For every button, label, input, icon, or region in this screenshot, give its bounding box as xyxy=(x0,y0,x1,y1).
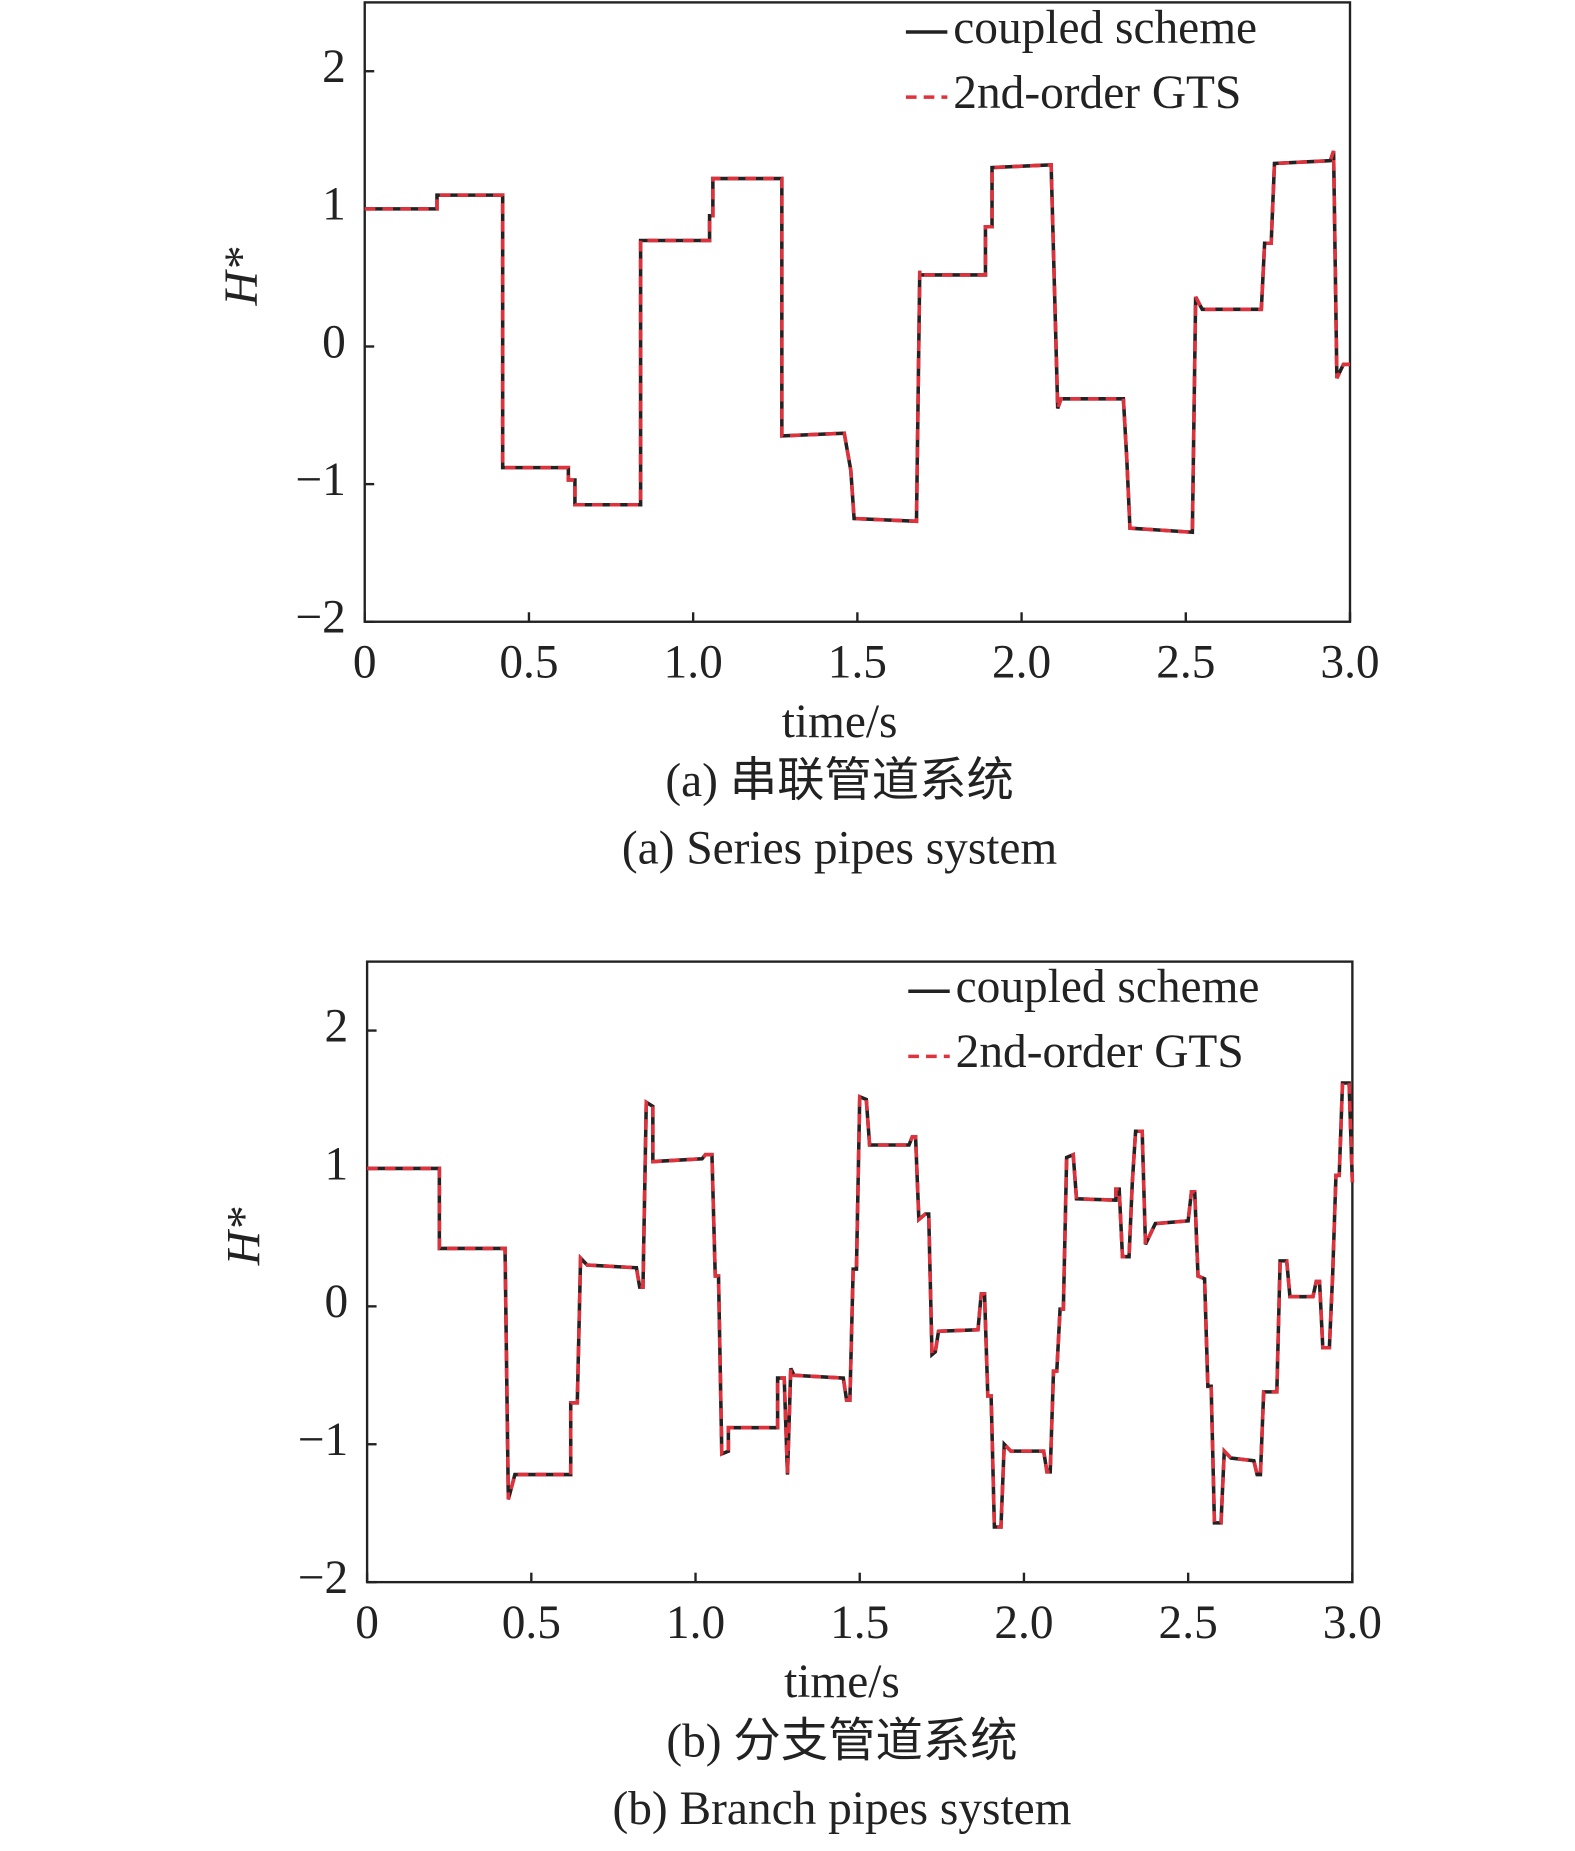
x-tick-label: 2.5 xyxy=(1156,637,1215,689)
y-tick-label: 1 xyxy=(324,1138,348,1190)
y-tick-label: −1 xyxy=(295,454,345,506)
y-axis-label: H* xyxy=(219,1207,271,1266)
y-tick-label: −2 xyxy=(298,1552,348,1604)
x-tick-label: 1.0 xyxy=(666,1597,725,1649)
series-line xyxy=(367,1081,1355,1529)
legend-label: coupled scheme xyxy=(953,2,1257,54)
legend-label: coupled scheme xyxy=(956,961,1260,1013)
y-axis-label: H* xyxy=(216,247,268,306)
y-tick-label: 0 xyxy=(324,1276,348,1328)
x-axis-label: time/s xyxy=(782,696,898,748)
caption: (b) 分支管道系统 xyxy=(666,1715,1017,1767)
legend-label: 2nd-order GTS xyxy=(953,67,1241,119)
series-line xyxy=(364,150,1350,535)
y-tick-label: 2 xyxy=(324,1000,348,1052)
caption: (a) 串联管道系统 xyxy=(665,755,1014,807)
y-tick-label: −2 xyxy=(295,592,345,644)
x-axis-label: time/s xyxy=(784,1656,900,1708)
y-tick-label: −1 xyxy=(298,1414,348,1466)
x-tick-label: 2.5 xyxy=(1159,1597,1218,1649)
x-tick-label: 0 xyxy=(355,1597,379,1649)
legend-label: 2nd-order GTS xyxy=(956,1026,1244,1078)
y-tick-label: 2 xyxy=(322,41,346,93)
x-tick-label: 3.0 xyxy=(1320,637,1379,689)
x-tick-label: 0.5 xyxy=(502,1597,561,1649)
x-tick-label: 3.0 xyxy=(1323,1597,1382,1649)
caption-en: (b) Branch pipes system xyxy=(612,1783,1071,1835)
caption-en: (a) Series pipes system xyxy=(622,823,1058,875)
x-tick-label: 1.5 xyxy=(828,637,887,689)
x-tick-label: 1.0 xyxy=(664,637,723,689)
x-tick-label: 2.0 xyxy=(992,637,1051,689)
series-line xyxy=(364,150,1350,535)
y-tick-label: 0 xyxy=(322,316,346,368)
y-tick-label: 1 xyxy=(322,179,346,231)
x-tick-label: 2.0 xyxy=(994,1597,1053,1649)
x-tick-label: 1.5 xyxy=(830,1597,889,1649)
x-tick-label: 0 xyxy=(353,637,377,689)
x-tick-label: 0.5 xyxy=(499,637,558,689)
